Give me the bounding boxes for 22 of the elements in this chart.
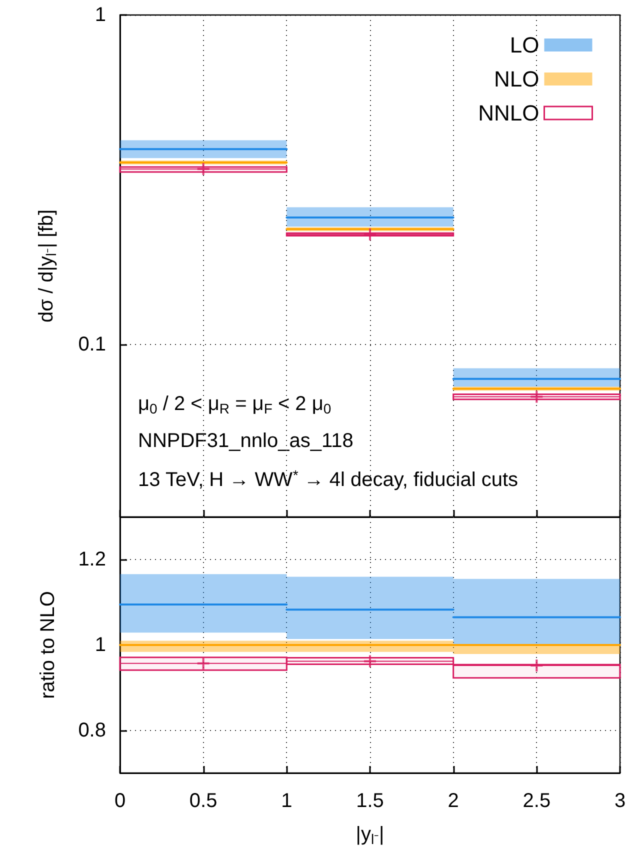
legend-label: LO — [510, 32, 540, 58]
point — [363, 227, 377, 242]
annotation: NNPDF31_nnlo_as_118 — [138, 430, 354, 452]
y-tick-label: 1 — [94, 4, 106, 26]
y-axis-title: ratio to NLO — [37, 591, 59, 699]
x-tick-label: 0 — [114, 790, 126, 812]
x-tick-label: 3 — [614, 790, 626, 812]
y-tick-label: 1 — [94, 634, 106, 656]
x-tick-label: 2 — [448, 790, 459, 812]
x-tick-label: 1.5 — [356, 790, 384, 812]
y-tick-label: 0.8 — [78, 719, 106, 742]
x-tick-label: 0.5 — [189, 790, 218, 812]
x-tick-label: 1 — [281, 790, 292, 812]
legend-label: NLO — [494, 66, 540, 92]
y-axis-title: dσ / d|yl⁻| [fb] — [36, 209, 59, 323]
y-tick-label: 1.2 — [78, 548, 106, 571]
y-tick-label: 0.1 — [78, 334, 106, 356]
legend-label: NNLO — [478, 100, 540, 126]
annotation: 13 TeV, H → WW* → 4l decay, fiducial cuts — [138, 467, 518, 491]
x-tick-label: 2.5 — [522, 790, 551, 812]
point — [530, 390, 544, 404]
point — [196, 162, 210, 176]
